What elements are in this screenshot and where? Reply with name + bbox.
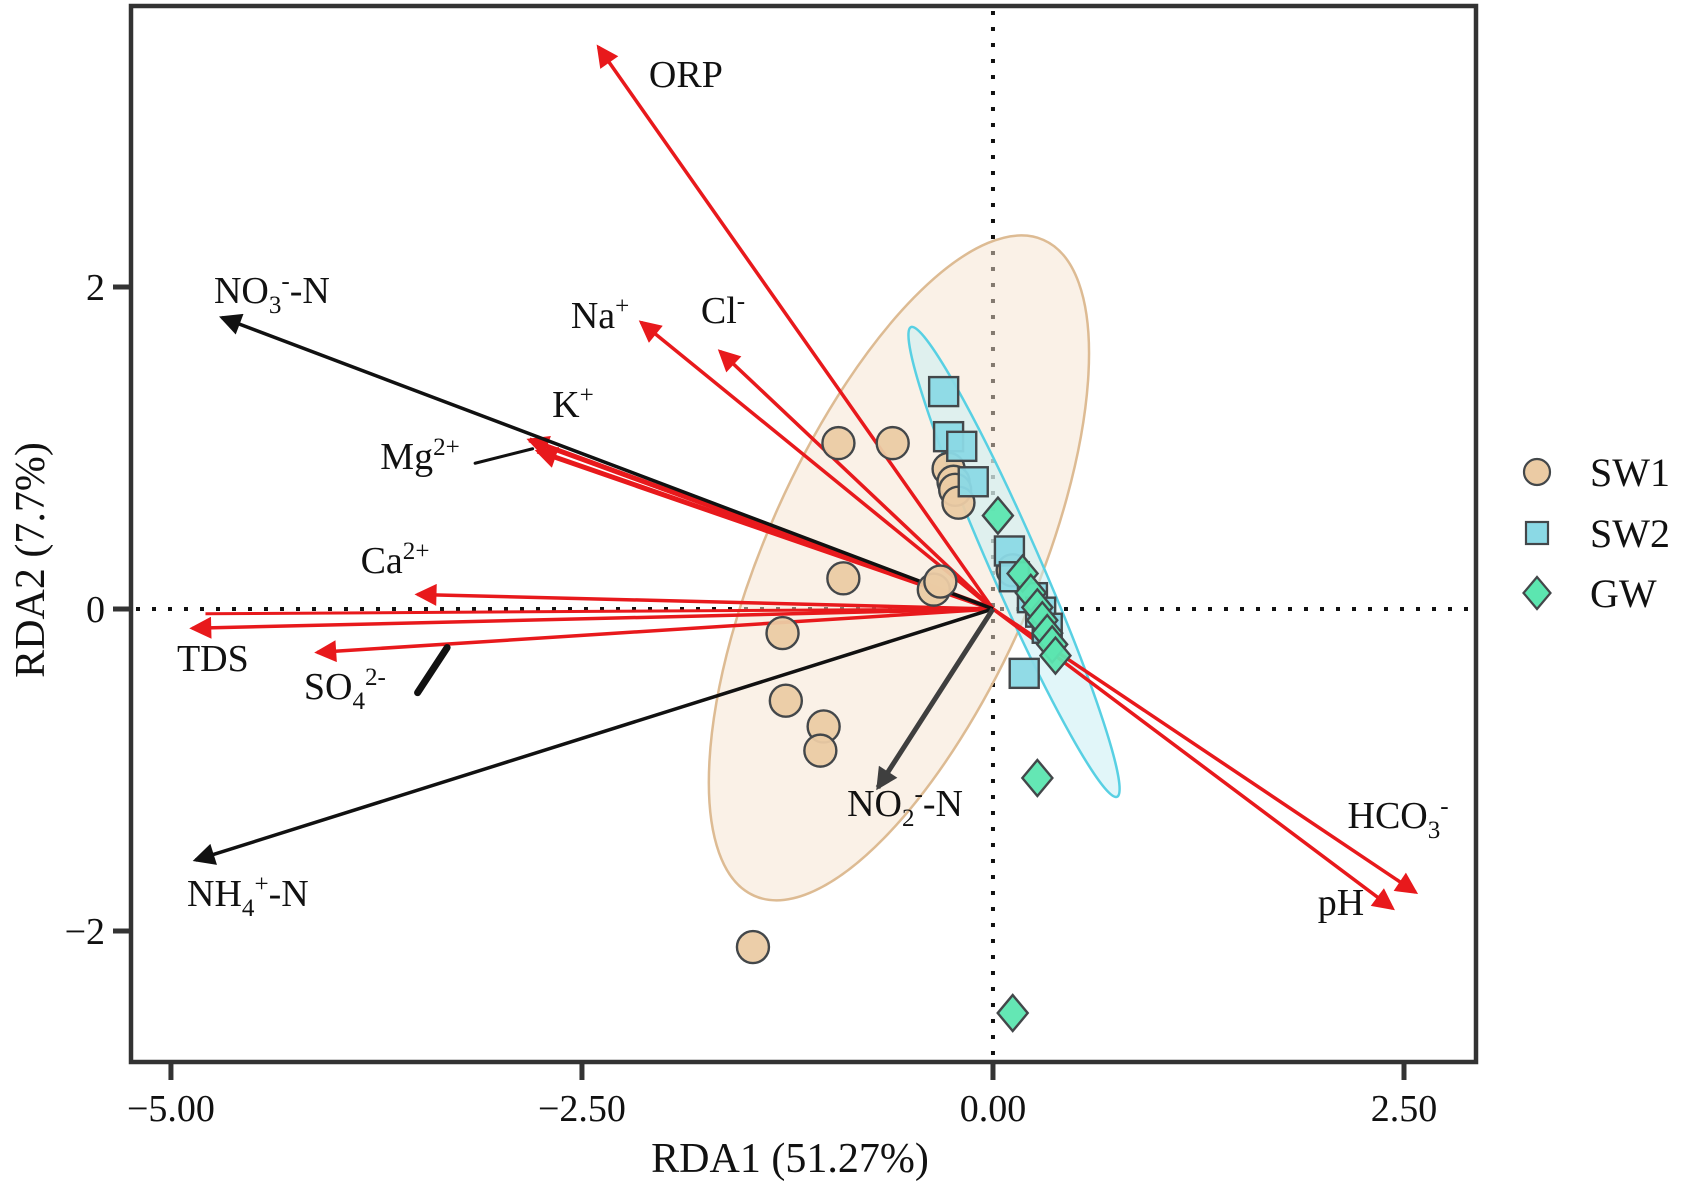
arrow-no3 xyxy=(219,313,994,611)
arrow-no2 xyxy=(875,607,996,791)
legend-marker-sw2-square-icon xyxy=(1524,520,1550,546)
arrow-so4 xyxy=(314,607,994,663)
x-tick-label: 2.50 xyxy=(1371,1088,1438,1130)
sw1-point xyxy=(875,425,910,461)
plot-frame xyxy=(128,3,1479,1065)
so4-slash xyxy=(414,644,451,697)
legend-label-sw2: SW2 xyxy=(1590,511,1670,556)
sw1-point xyxy=(768,683,804,718)
y-axis-title: RDA2 (7.7%) xyxy=(8,442,54,678)
legend-label-gw: GW xyxy=(1590,571,1657,616)
x-tick-label: −2.50 xyxy=(538,1088,626,1130)
arrow-label-cl: Cl- xyxy=(701,288,745,332)
gw-point xyxy=(996,993,1030,1033)
y-tick-label: −2 xyxy=(65,911,105,953)
arrow-na xyxy=(638,320,995,611)
arrow-label-mg: Mg2+ xyxy=(380,434,459,478)
x-tick-label: −5.00 xyxy=(127,1088,215,1130)
gw-point xyxy=(981,495,1015,536)
sw1-point xyxy=(923,564,958,599)
arrow-label-hco3: HCO3- xyxy=(1348,793,1449,844)
arrow-label-na: Na+ xyxy=(571,293,629,337)
y-tick-label: 2 xyxy=(86,267,105,309)
arrow-orp xyxy=(596,44,995,610)
sw1-point xyxy=(803,733,838,768)
legend-marker-sw1-circle-icon xyxy=(1522,457,1552,487)
arrow-label-nh4: NH4+-N xyxy=(187,871,309,922)
arrow-label-ph: pH xyxy=(1318,882,1364,924)
arrow-tds2 xyxy=(205,607,993,616)
arrow-label-no2: NO2--N xyxy=(847,781,963,832)
arrow-tds xyxy=(189,607,994,639)
legend-label-sw1: SW1 xyxy=(1590,450,1670,495)
gw-point xyxy=(1020,758,1054,798)
sw1-point xyxy=(735,929,771,965)
arrow-label-tds: TDS xyxy=(177,638,249,680)
arrow-label-k: K+ xyxy=(552,382,594,426)
x-tick-label: 0.00 xyxy=(960,1088,1027,1130)
sw2-point xyxy=(1008,657,1040,690)
sw1-point xyxy=(765,615,800,651)
arrow-label-so4: SO42- xyxy=(304,664,386,715)
sw2-point xyxy=(957,466,989,498)
arrow-nh4 xyxy=(192,607,994,865)
sw2-point xyxy=(946,430,978,463)
arrow-ca xyxy=(414,583,994,611)
gw-point xyxy=(1038,635,1073,676)
sw1-point xyxy=(826,561,861,596)
sw2-point xyxy=(927,375,960,408)
arrow-label-orp: ORP xyxy=(649,54,723,96)
legend-marker-gw-diamond-icon xyxy=(1522,575,1552,611)
arrow-label-no3: NO3--N xyxy=(214,268,330,319)
y-tick-label: 0 xyxy=(86,589,105,631)
x-axis-title: RDA1 (51.27%) xyxy=(651,1136,929,1182)
arrow-label-ca: Ca2+ xyxy=(361,538,430,582)
sw1-point xyxy=(821,425,856,461)
mg-leader xyxy=(473,447,535,465)
arrow-mg xyxy=(534,446,994,612)
